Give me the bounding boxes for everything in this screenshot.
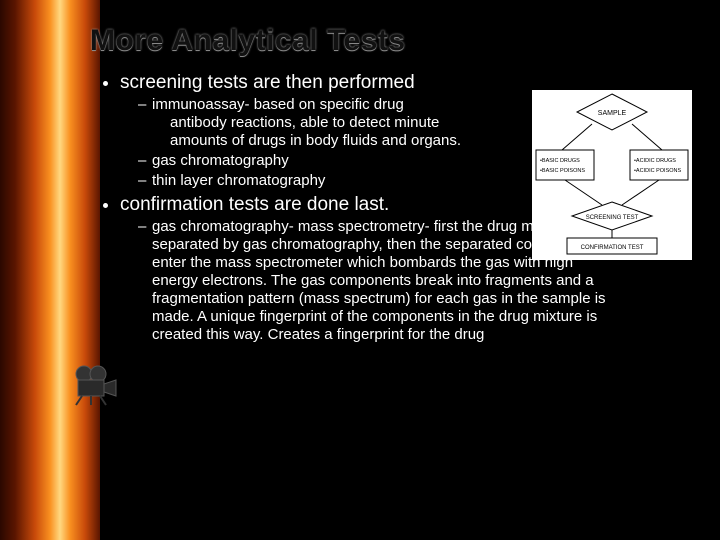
flowchart-right-line1: •ACIDIC DRUGS bbox=[634, 158, 676, 164]
flowchart-screening-label: SCREENING TEST bbox=[586, 215, 639, 221]
flowchart-sample-label: SAMPLE bbox=[598, 110, 627, 117]
slide-title: More Analytical Tests bbox=[90, 24, 690, 58]
movie-camera-icon bbox=[72, 365, 122, 407]
flowchart-diagram: SAMPLE •BASIC DRUGS •BASIC POISONS •ACID… bbox=[532, 90, 692, 260]
bullet-screening-text: screening tests are then performed bbox=[120, 72, 415, 93]
flowchart-left-line2: •BASIC POISONS bbox=[540, 168, 585, 174]
sub-immunoassay-detail: antibody reactions, able to detect minut… bbox=[170, 114, 500, 150]
flowchart-left-line1: •BASIC DRUGS bbox=[540, 158, 580, 164]
flowchart-right-line2: •ACIDIC POISONS bbox=[634, 168, 681, 174]
bullet-confirmation-text: confirmation tests are done last. bbox=[120, 194, 389, 215]
sub-immunoassay-lead: immunoassay- based on specific drug bbox=[152, 96, 404, 113]
flowchart-confirm-label: CONFIRMATION TEST bbox=[581, 245, 644, 251]
slide-content: More Analytical Tests screening tests ar… bbox=[0, 0, 720, 540]
